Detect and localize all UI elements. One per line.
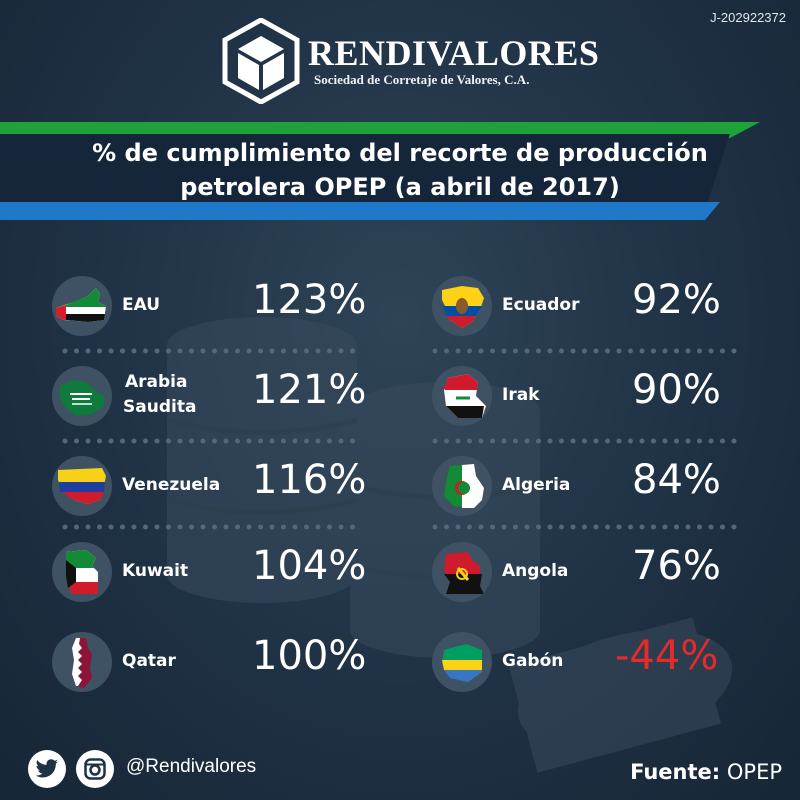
list-item-kuwait: Kuwait 104% [52, 542, 382, 612]
title-banner [0, 122, 760, 220]
title-line-2: petrolera OPEP (a abril de 2017) [180, 173, 620, 201]
country-label: Qatar [122, 651, 176, 671]
percentage-value: -44% [615, 633, 719, 679]
percentage-value: 116% [252, 457, 367, 503]
country-label: Algeria [502, 475, 571, 495]
list-item-venezuela: Venezuela 116% [52, 456, 382, 526]
percentage-value: 100% [252, 633, 367, 679]
brand-name: RENDIVALORES [308, 33, 600, 73]
dotted-separator [432, 348, 740, 354]
iraq-flag-icon [432, 366, 492, 426]
ecuador-flag-icon [432, 276, 492, 336]
algeria-flag-icon [432, 456, 492, 516]
list-item-ecuador: Ecuador 92% [432, 276, 762, 346]
country-label: Ecuador [502, 295, 580, 315]
source-label: Fuente: [630, 760, 721, 784]
kuwait-flag-icon [52, 542, 112, 602]
brand-subtitle: Sociedad de Corretaje de Valores, C.A. [314, 72, 530, 87]
percentage-value: 76% [632, 543, 721, 589]
country-label: Kuwait [122, 561, 189, 581]
country-label: Angola [502, 561, 569, 581]
brand-logo: RENDIVALORES Sociedad de Corretaje de Va… [222, 18, 599, 104]
source-credit: Fuente: OPEP [630, 760, 782, 784]
cube-logo-icon [222, 18, 300, 104]
percentage-value: 84% [632, 457, 721, 503]
list-item-angola: Angola 76% [432, 542, 762, 612]
country-label: Venezuela [122, 475, 221, 495]
country-label: Gabón [502, 651, 564, 671]
chart-title: % de cumplimiento del recorte de producc… [0, 136, 800, 204]
social-handle[interactable]: @Rendivalores [126, 756, 257, 777]
country-label: Arabia Saudita [123, 370, 196, 420]
dotted-separator [432, 524, 740, 530]
list-item-qatar: Qatar 100% [52, 632, 382, 702]
gabon-flag-icon [432, 632, 492, 692]
instagram-icon[interactable] [76, 750, 114, 788]
percentage-value: 90% [632, 367, 721, 413]
saudi-flag-icon [52, 366, 112, 426]
list-item-eau: EAU 123% [52, 276, 382, 346]
venezuela-flag-icon [52, 456, 112, 516]
dotted-separator [62, 524, 362, 530]
list-item-gabon: Gabón -44% [432, 632, 762, 702]
dotted-separator [432, 438, 740, 444]
list-item-arabia-saudita: Arabia Saudita 121% [52, 366, 382, 436]
country-label-line-2: Saudita [123, 397, 197, 417]
title-line-1: % de cumplimiento del recorte de producc… [92, 139, 708, 167]
percentage-value: 104% [252, 543, 367, 589]
country-label: Irak [502, 385, 540, 405]
list-item-irak: Irak 90% [432, 366, 762, 436]
document-id: J-202922372 [710, 10, 786, 25]
list-item-algeria: Algeria 84% [432, 456, 762, 526]
angola-flag-icon [432, 542, 492, 602]
country-label-line-1: Arabia [125, 372, 188, 392]
uae-flag-icon [52, 276, 112, 336]
percentage-value: 121% [252, 367, 367, 413]
dotted-separator [62, 438, 362, 444]
country-label: EAU [122, 295, 161, 315]
percentage-value: 92% [632, 277, 721, 323]
percentage-value: 123% [252, 277, 367, 323]
dotted-separator [62, 348, 362, 354]
source-value: OPEP [726, 760, 782, 784]
qatar-flag-icon [52, 632, 112, 692]
twitter-icon[interactable] [28, 750, 66, 788]
